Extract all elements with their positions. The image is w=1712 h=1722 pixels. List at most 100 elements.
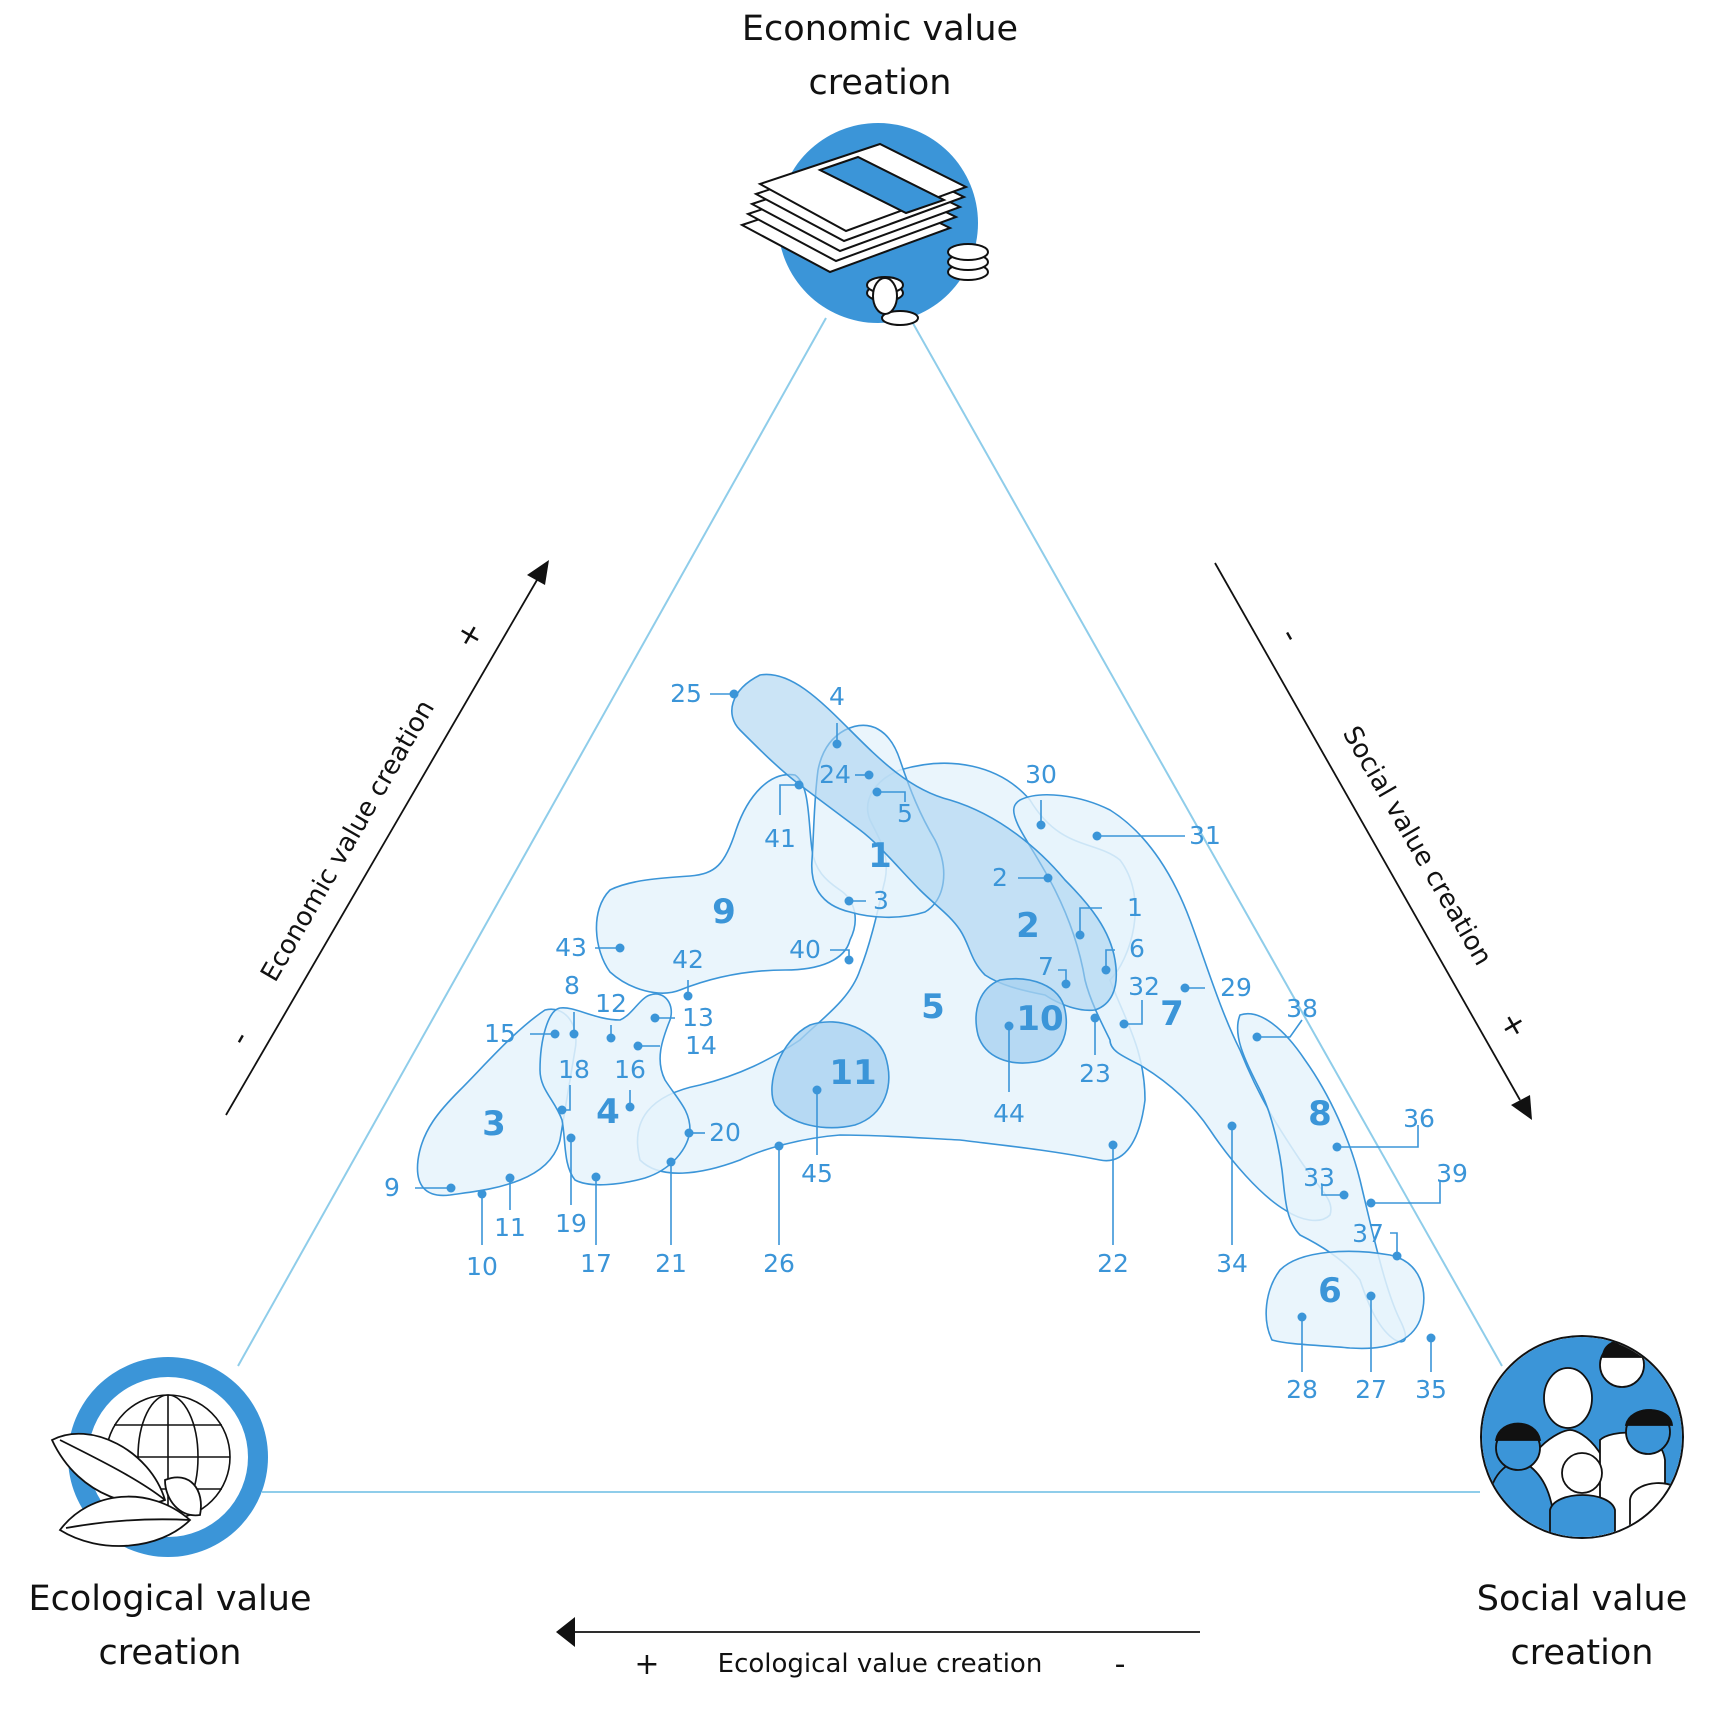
cluster-shape-6 xyxy=(1265,1250,1425,1350)
point-17: 17 xyxy=(580,1172,612,1278)
point-dot xyxy=(1004,1021,1014,1031)
ecological-axis-minus: - xyxy=(1115,1647,1126,1682)
point-label: 24 xyxy=(819,760,851,789)
point-32: 32 xyxy=(1119,972,1160,1029)
point-label: 13 xyxy=(682,1003,714,1032)
point-label: 26 xyxy=(763,1249,795,1278)
point-dot xyxy=(666,1157,676,1167)
point-dot xyxy=(446,1183,456,1193)
point-dot xyxy=(864,770,874,780)
social-axis-arrowhead xyxy=(1511,1095,1532,1120)
point-dot xyxy=(812,1085,822,1095)
point-label: 21 xyxy=(655,1249,687,1278)
point-44: 44 xyxy=(993,1021,1025,1128)
point-dot xyxy=(1252,1032,1262,1042)
ecological-axis: Ecological value creation + - xyxy=(556,1617,1200,1682)
economic-axis-minus: - xyxy=(222,1025,258,1052)
point-dot xyxy=(650,1013,660,1023)
point-leader-line xyxy=(1371,1180,1441,1204)
point-label: 23 xyxy=(1079,1059,1111,1088)
point-label: 45 xyxy=(801,1159,833,1188)
point-dot xyxy=(794,780,804,790)
point-31: 31 xyxy=(1092,821,1221,850)
point-43: 43 xyxy=(555,933,625,962)
globe-leaves-icon xyxy=(50,1357,268,1557)
cluster-label-2: 2 xyxy=(1016,906,1040,946)
point-dot xyxy=(1036,820,1046,830)
point-dot xyxy=(557,1105,567,1115)
point-19: 19 xyxy=(555,1133,587,1238)
point-38: 38 xyxy=(1252,994,1318,1042)
point-leader-line xyxy=(1124,1000,1143,1025)
point-leader-line xyxy=(779,784,799,815)
point-dot xyxy=(1075,930,1085,940)
point-33: 33 xyxy=(1303,1163,1349,1200)
cluster-label-1: 1 xyxy=(868,836,892,876)
point-34: 34 xyxy=(1216,1121,1248,1278)
social-axis-plus: + xyxy=(1492,1006,1535,1045)
economic-axis-plus: + xyxy=(448,616,491,655)
point-41: 41 xyxy=(764,780,804,853)
point-11: 11 xyxy=(494,1173,526,1242)
point-dot xyxy=(566,1133,576,1143)
triangle-edge-left xyxy=(237,317,827,1367)
point-leader-line xyxy=(1058,969,1067,984)
point-label: 40 xyxy=(789,935,821,964)
point-label: 25 xyxy=(670,679,702,708)
point-dot xyxy=(615,943,625,953)
social-axis-minus: - xyxy=(1272,622,1308,649)
point-label: 3 xyxy=(873,886,889,915)
social-axis-line xyxy=(1214,562,1521,1101)
point-16: 16 xyxy=(614,1055,646,1112)
point-dot xyxy=(1090,1013,1100,1023)
point-13: 13 xyxy=(650,1003,714,1032)
point-29: 29 xyxy=(1180,973,1252,1002)
point-15: 15 xyxy=(484,1019,560,1048)
point-dot xyxy=(505,1173,515,1183)
point-dot xyxy=(832,739,842,749)
point-leader-line xyxy=(1390,1232,1398,1256)
point-leader-line xyxy=(1105,949,1115,970)
point-8: 8 xyxy=(564,971,580,1039)
ecological-corner-label: Ecological value creation xyxy=(0,1572,340,1680)
point-dot xyxy=(1297,1312,1307,1322)
point-label: 33 xyxy=(1303,1163,1335,1192)
point-label: 18 xyxy=(558,1055,590,1084)
ecological-corner-label-line1: Ecological value xyxy=(28,1579,312,1619)
point-label: 12 xyxy=(595,989,627,1018)
point-40: 40 xyxy=(789,935,854,965)
economic-corner-label: Economic value creation xyxy=(690,2,1070,110)
point-label: 27 xyxy=(1355,1375,1387,1404)
point-45: 45 xyxy=(801,1085,833,1188)
point-5: 5 xyxy=(872,787,913,828)
point-dot xyxy=(1332,1142,1342,1152)
point-label: 14 xyxy=(685,1031,717,1060)
point-dot xyxy=(591,1172,601,1182)
triangle-edge-right xyxy=(909,317,1503,1367)
ecological-axis-arrowhead xyxy=(556,1617,575,1647)
economic-corner-label-line1: Economic value xyxy=(741,9,1019,49)
point-dot xyxy=(683,991,693,1001)
point-leader-line xyxy=(1321,1185,1344,1196)
point-label: 37 xyxy=(1352,1219,1384,1248)
point-37: 37 xyxy=(1352,1219,1402,1261)
point-label: 31 xyxy=(1189,821,1221,850)
value-triangle xyxy=(237,317,1503,1493)
point-label: 11 xyxy=(494,1213,526,1242)
point-label: 34 xyxy=(1216,1249,1248,1278)
point-dot xyxy=(844,896,854,906)
social-corner-label-line2: creation xyxy=(1510,1633,1654,1673)
point-dot xyxy=(633,1041,643,1051)
people-icon xyxy=(1480,1335,1684,1539)
point-4: 4 xyxy=(829,682,845,749)
point-10: 10 xyxy=(466,1189,498,1281)
point-dot xyxy=(844,955,854,965)
point-label: 2 xyxy=(992,863,1008,892)
point-dot xyxy=(1366,1198,1376,1208)
point-dot xyxy=(1426,1333,1436,1343)
point-label: 8 xyxy=(564,971,580,1000)
point-label: 38 xyxy=(1286,994,1318,1023)
point-24: 24 xyxy=(819,760,874,789)
